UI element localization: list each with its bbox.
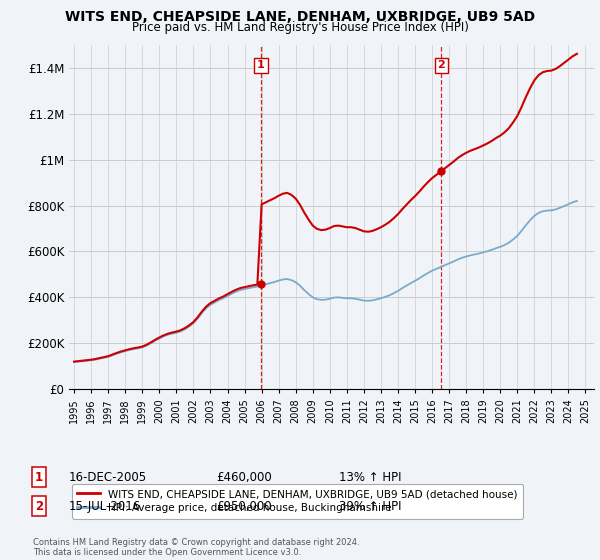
Text: £460,000: £460,000 (216, 470, 272, 484)
Text: 1: 1 (35, 470, 43, 484)
Text: 15-JUL-2016: 15-JUL-2016 (69, 500, 141, 513)
Text: Contains HM Land Registry data © Crown copyright and database right 2024.
This d: Contains HM Land Registry data © Crown c… (33, 538, 359, 557)
Text: 2: 2 (437, 60, 445, 71)
Text: 1: 1 (257, 60, 265, 71)
Legend: WITS END, CHEAPSIDE LANE, DENHAM, UXBRIDGE, UB9 5AD (detached house), HPI: Avera: WITS END, CHEAPSIDE LANE, DENHAM, UXBRID… (71, 484, 523, 519)
Text: WITS END, CHEAPSIDE LANE, DENHAM, UXBRIDGE, UB9 5AD: WITS END, CHEAPSIDE LANE, DENHAM, UXBRID… (65, 10, 535, 24)
Text: £950,000: £950,000 (216, 500, 272, 513)
Text: 39% ↑ HPI: 39% ↑ HPI (339, 500, 401, 513)
Text: Price paid vs. HM Land Registry's House Price Index (HPI): Price paid vs. HM Land Registry's House … (131, 21, 469, 34)
Text: 16-DEC-2005: 16-DEC-2005 (69, 470, 147, 484)
Text: 13% ↑ HPI: 13% ↑ HPI (339, 470, 401, 484)
Text: 2: 2 (35, 500, 43, 513)
